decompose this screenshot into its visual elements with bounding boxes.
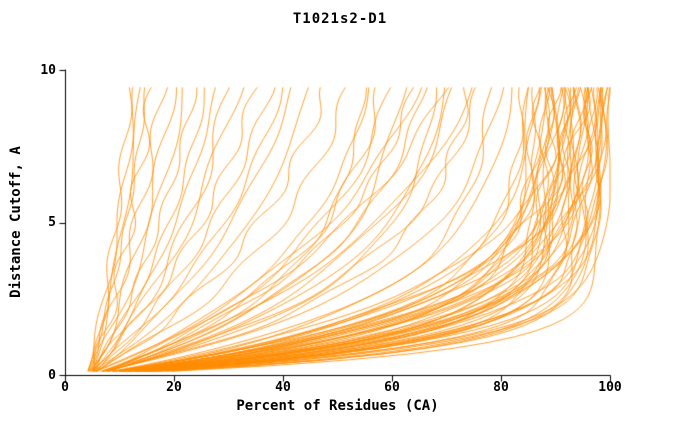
x-tick-label: 20 [166,380,182,395]
x-axis-label: Percent of Residues (CA) [236,398,439,414]
y-tick-label: 0 [48,368,56,383]
x-tick-label: 60 [384,380,400,395]
x-tick-label: 100 [598,380,622,395]
y-tick-label: 5 [48,215,56,230]
x-tick-label: 0 [61,380,69,395]
y-tick-label: 10 [40,63,56,78]
y-axis-label: Distance Cutoff, A [8,146,24,298]
x-tick-label: 40 [275,380,291,395]
chart-title: T1021s2-D1 [292,11,388,27]
x-tick-label: 80 [493,380,509,395]
